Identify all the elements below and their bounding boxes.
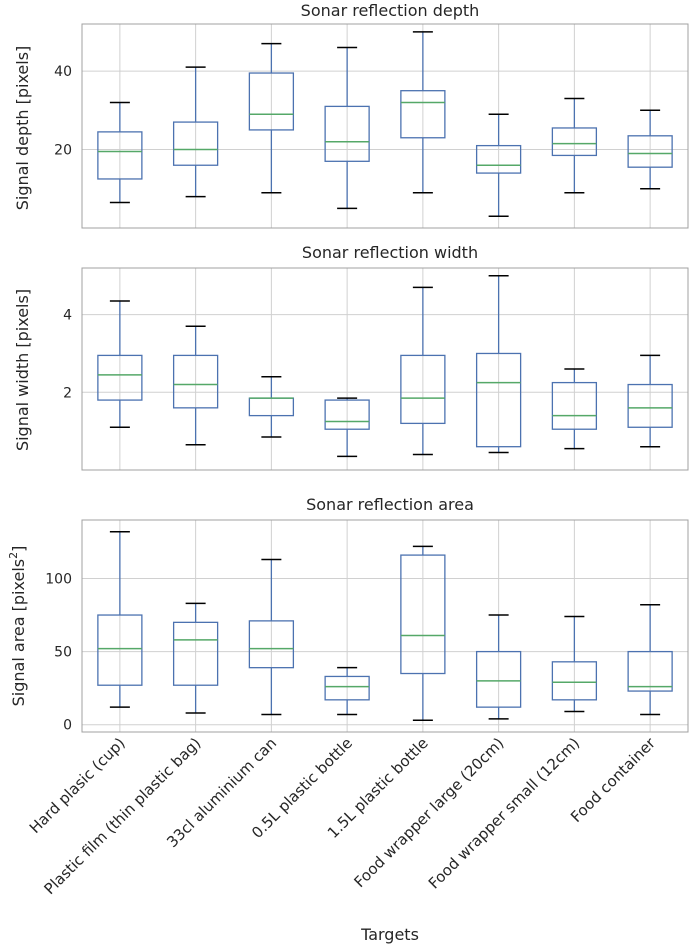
- plot-frame: [81, 267, 689, 471]
- panel-width-title: Sonar reflection width: [302, 243, 478, 262]
- iqr-box: [248, 72, 295, 131]
- y-tick-label: 50: [54, 645, 72, 661]
- box-1: [97, 530, 143, 708]
- iqr-box: [248, 620, 295, 669]
- iqr-box: [475, 650, 522, 708]
- box-1: [97, 101, 143, 204]
- x-tick-label: Plastic film (thin plastic bag): [41, 734, 205, 898]
- panel-area-ylabel: Signal area [pixels2]: [7, 546, 28, 707]
- iqr-box: [400, 354, 446, 425]
- panel-width: Sonar reflection width Signal width [pix…: [13, 243, 689, 471]
- panel-depth-ylabel: Signal depth [pixels]: [13, 46, 32, 211]
- plot-frame: [81, 519, 689, 733]
- iqr-box: [97, 354, 143, 401]
- iqr-box: [324, 399, 370, 430]
- box-4: [324, 666, 370, 716]
- iqr-box: [324, 675, 370, 701]
- y-tick-label: 4: [63, 308, 72, 324]
- y-tick-label: 0: [63, 718, 72, 734]
- box-8: [627, 109, 673, 190]
- x-tick-label: Food wrapper small (12cm): [425, 734, 583, 892]
- iqr-box: [551, 381, 598, 430]
- panel-area-title: Sonar reflection area: [306, 495, 474, 514]
- y-tick-label: 2: [63, 385, 72, 401]
- iqr-box: [172, 354, 219, 409]
- box-3: [248, 558, 295, 716]
- iqr-box: [324, 105, 370, 162]
- y-tick-label: 20: [54, 143, 72, 159]
- box-5: [400, 286, 446, 456]
- x-tick-label: Food wrapper large (20cm): [350, 734, 507, 891]
- iqr-box: [97, 614, 143, 686]
- iqr-box: [627, 135, 673, 168]
- panel-area: Sonar reflection area Signal area [pixel…: [7, 495, 689, 944]
- iqr-box: [172, 621, 219, 686]
- box-4: [324, 397, 370, 458]
- iqr-box: [400, 90, 446, 139]
- iqr-box: [475, 144, 522, 174]
- box-8: [627, 604, 673, 716]
- iqr-box: [400, 554, 446, 675]
- box-6: [475, 113, 522, 217]
- box-2: [172, 602, 219, 714]
- panel-width-ylabel: Signal width [pixels]: [13, 289, 32, 451]
- panel-area-ylabel-main: Signal area [pixels: [9, 559, 28, 706]
- box-7: [551, 615, 598, 713]
- iqr-box: [551, 661, 598, 701]
- box-5: [400, 31, 446, 194]
- iqr-box: [551, 127, 598, 157]
- panel-depth: Sonar reflection depth Signal depth [pix…: [13, 1, 689, 229]
- panel-area-ylabel-sup: 2: [7, 552, 20, 559]
- panel-area-ylabel-end: ]: [9, 546, 28, 552]
- panel-depth-title: Sonar reflection depth: [301, 1, 480, 20]
- box-8: [627, 354, 673, 448]
- box-2: [172, 325, 219, 446]
- box-3: [248, 376, 295, 438]
- box-2: [172, 66, 219, 198]
- box-6: [475, 614, 522, 720]
- iqr-box: [627, 383, 673, 428]
- box-5: [400, 545, 446, 722]
- box-3: [248, 42, 295, 194]
- box-4: [324, 46, 370, 210]
- box-7: [551, 368, 598, 450]
- iqr-box: [627, 650, 673, 692]
- x-tick-labels: Hard plasic (cup)Plastic film (thin plas…: [26, 734, 660, 899]
- y-tick-label: 100: [45, 571, 72, 587]
- box-1: [97, 300, 143, 429]
- box-6: [475, 275, 522, 454]
- y-tick-label: 40: [54, 64, 72, 80]
- box-7: [551, 97, 598, 194]
- iqr-box: [475, 352, 522, 448]
- x-axis-label: Targets: [360, 925, 419, 944]
- iqr-box: [97, 131, 143, 180]
- iqr-box: [172, 121, 219, 166]
- plot-frame: [81, 23, 689, 229]
